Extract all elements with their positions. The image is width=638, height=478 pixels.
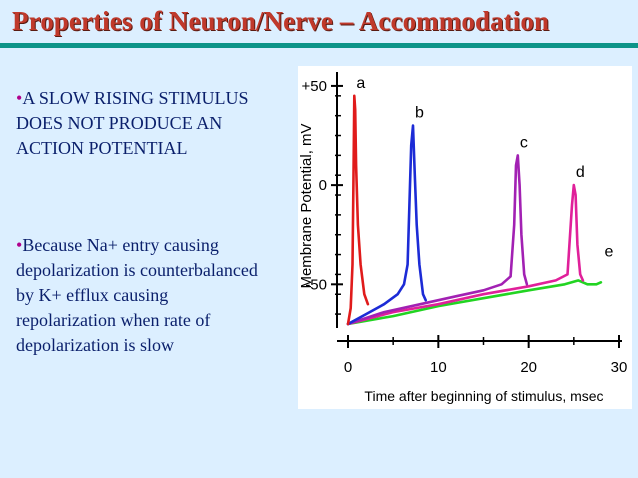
- slide-title: Properties of Neuron/Nerve – Accommodati…: [12, 6, 550, 36]
- y-tick-label: -50: [305, 276, 327, 293]
- x-tick-label: 20: [520, 359, 537, 376]
- action-potential-chart: Membrane Potential, mV Time after beginn…: [298, 66, 632, 409]
- series-line-d: [346, 183, 585, 326]
- title-divider: [0, 43, 638, 48]
- x-tick-label: 30: [611, 359, 628, 376]
- bullet-text-2: Because Na+ entry causing depolarization…: [16, 235, 258, 355]
- chart-canvas: Membrane Potential, mV Time after beginn…: [298, 72, 628, 404]
- series-label-c: c: [520, 134, 528, 151]
- series-label-e: e: [605, 244, 614, 261]
- bullet-marker-1: •: [16, 88, 23, 108]
- x-tick-label: 0: [344, 359, 352, 376]
- x-tick-label: 10: [430, 359, 447, 376]
- series-label-d: d: [576, 164, 585, 181]
- x-axis-label: Time after beginning of stimulus, msec: [364, 388, 603, 404]
- series-label-b: b: [415, 105, 424, 122]
- series-line-a: [346, 94, 370, 326]
- y-axis-label: Membrane Potential, mV: [298, 123, 315, 288]
- bullet-marker-2: •: [16, 235, 23, 255]
- y-tick-label: 0: [319, 177, 327, 194]
- bullet-item-2: •Because Na+ entry causing depolarizatio…: [16, 233, 266, 358]
- y-tick-label: +50: [302, 78, 327, 95]
- bullet-text-1: A SLOW RISING STIMULUS DOES NOT PRODUCE …: [16, 88, 249, 158]
- series-line-c: [346, 154, 529, 326]
- series-line-e: [346, 279, 603, 326]
- series-line-b: [346, 124, 427, 326]
- series-label-a: a: [356, 75, 365, 92]
- bullet-item-1: •A SLOW RISING STIMULUS DOES NOT PRODUCE…: [16, 86, 266, 161]
